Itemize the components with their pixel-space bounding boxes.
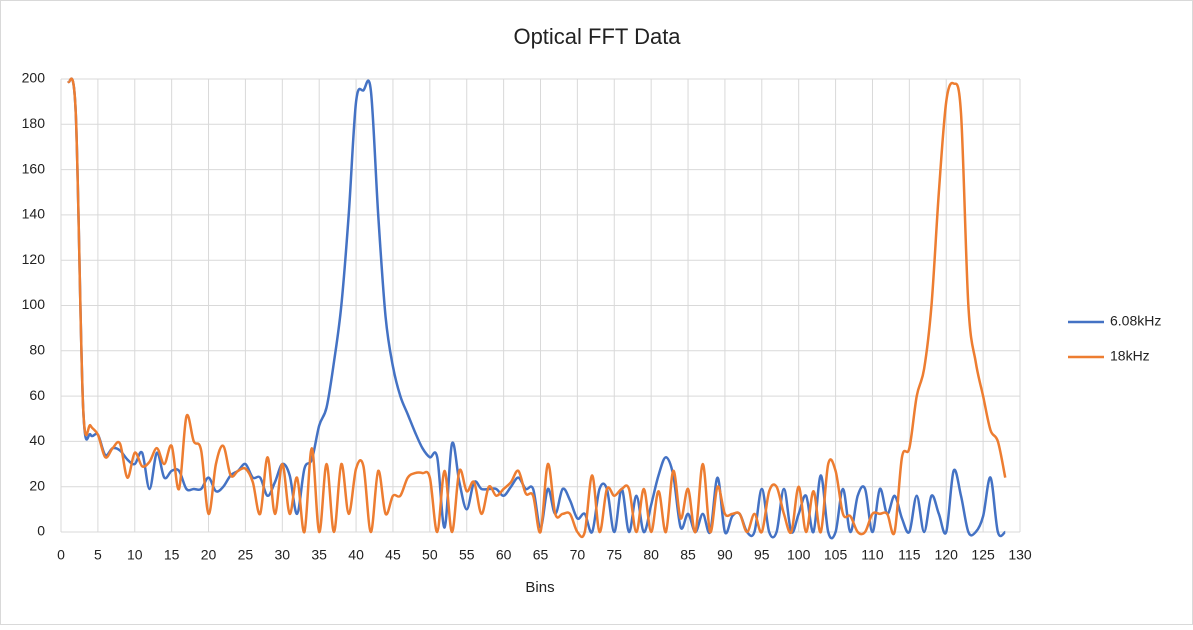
x-tick-label: 25 bbox=[238, 547, 254, 563]
series-line bbox=[67, 77, 1006, 540]
x-tick-label: 130 bbox=[1008, 547, 1032, 563]
x-tick-label: 80 bbox=[643, 547, 659, 563]
y-tick-label: 40 bbox=[29, 432, 45, 448]
x-tick-label: 85 bbox=[680, 547, 696, 563]
y-tick-label: 200 bbox=[22, 70, 46, 86]
x-tick-label: 110 bbox=[861, 547, 884, 563]
x-tick-label: 125 bbox=[971, 547, 995, 563]
x-tick-label: 40 bbox=[348, 547, 364, 563]
x-tick-label: 120 bbox=[935, 547, 959, 563]
x-tick-label: 90 bbox=[717, 547, 733, 563]
x-tick-label: 35 bbox=[311, 547, 327, 563]
y-tick-label: 160 bbox=[22, 160, 46, 176]
x-tick-label: 5 bbox=[94, 547, 102, 563]
x-axis-label: Bins bbox=[525, 579, 554, 596]
series-line bbox=[67, 77, 1007, 539]
x-tick-label: 30 bbox=[275, 547, 291, 563]
x-tick-label: 15 bbox=[164, 547, 180, 563]
x-tick-label: 60 bbox=[496, 547, 512, 563]
y-tick-label: 180 bbox=[22, 115, 46, 131]
x-tick-label: 10 bbox=[127, 547, 143, 563]
y-tick-label: 20 bbox=[29, 477, 45, 493]
chart-title: Optical FFT Data bbox=[513, 24, 681, 49]
x-tick-label: 105 bbox=[824, 547, 848, 563]
x-tick-label: 75 bbox=[606, 547, 622, 563]
y-tick-label: 0 bbox=[37, 523, 45, 539]
x-tick-label: 20 bbox=[201, 547, 217, 563]
y-tick-label: 120 bbox=[22, 251, 46, 267]
y-tick-label: 80 bbox=[29, 342, 45, 358]
x-tick-label: 0 bbox=[57, 547, 65, 563]
x-tick-label: 95 bbox=[754, 547, 770, 563]
x-tick-label: 70 bbox=[570, 547, 586, 563]
y-tick-label: 100 bbox=[22, 296, 46, 312]
x-tick-label: 115 bbox=[898, 547, 921, 563]
legend-label: 6.08kHz bbox=[1110, 313, 1161, 329]
legend-label: 18kHz bbox=[1110, 348, 1150, 364]
x-tick-label: 50 bbox=[422, 547, 438, 563]
y-tick-label: 140 bbox=[22, 206, 46, 222]
x-tick-label: 55 bbox=[459, 547, 475, 563]
x-tick-label: 65 bbox=[533, 547, 549, 563]
y-tick-label: 60 bbox=[29, 387, 45, 403]
x-tick-label: 100 bbox=[787, 547, 811, 563]
x-tick-label: 45 bbox=[385, 547, 401, 563]
